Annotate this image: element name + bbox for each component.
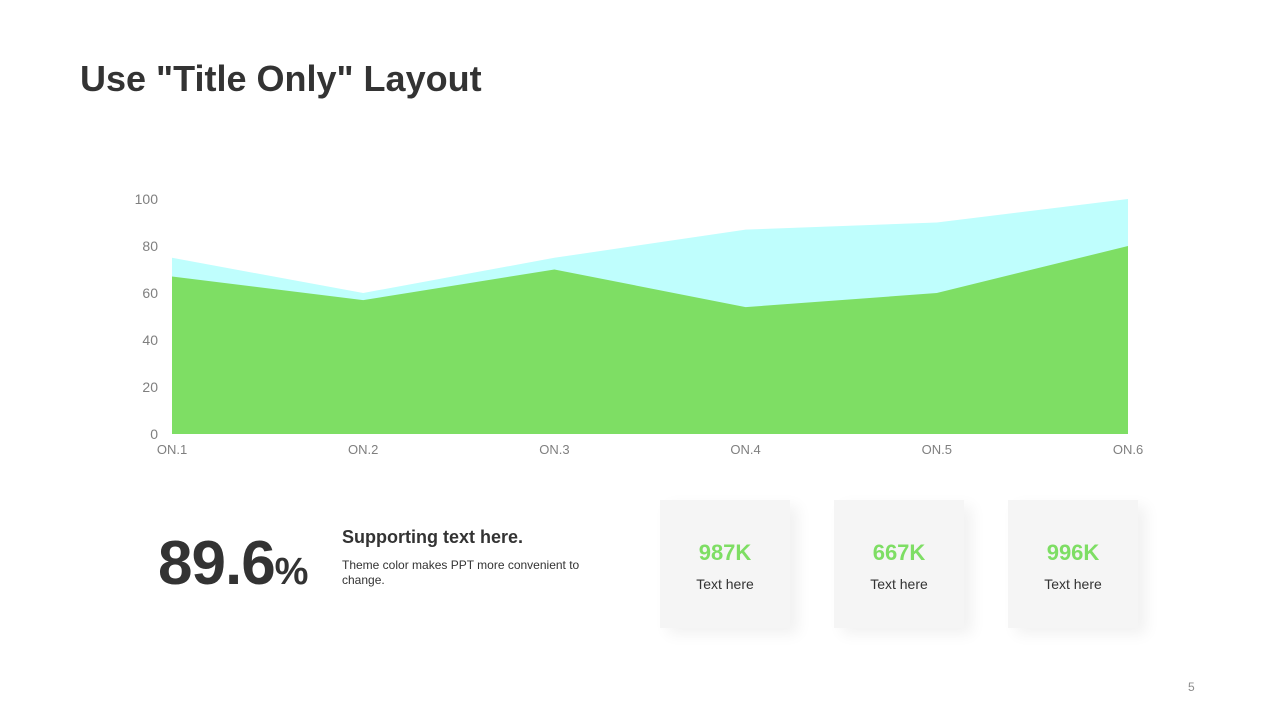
x-tick-label: ON.2 bbox=[348, 442, 378, 457]
y-tick-label: 20 bbox=[142, 379, 158, 395]
big-stat-unit: % bbox=[274, 551, 309, 593]
area-series-2 bbox=[172, 246, 1128, 434]
x-tick-label: ON.1 bbox=[157, 442, 187, 457]
metric-card-label: Text here bbox=[696, 576, 754, 592]
supporting-body: Theme color makes PPT more convenient to… bbox=[342, 558, 580, 587]
x-tick-label: ON.5 bbox=[922, 442, 952, 457]
page-number: 5 bbox=[1188, 680, 1195, 694]
big-stat-value: 89.6 bbox=[158, 529, 276, 598]
x-tick-label: ON.4 bbox=[730, 442, 760, 457]
y-tick-label: 0 bbox=[150, 426, 158, 442]
metric-card-2: 667K Text here bbox=[834, 500, 964, 628]
y-tick-label: 100 bbox=[135, 191, 159, 207]
y-tick-label: 60 bbox=[142, 285, 158, 301]
metric-card-1: 987K Text here bbox=[660, 500, 790, 628]
y-tick-label: 80 bbox=[142, 238, 158, 254]
supporting-heading: Supporting text here. bbox=[342, 527, 524, 547]
slide-title: Use "Title Only" Layout bbox=[80, 58, 482, 99]
metric-card-value: 996K bbox=[1046, 540, 1100, 565]
metric-card-value: 987K bbox=[698, 540, 752, 565]
metric-card-label: Text here bbox=[1044, 576, 1102, 592]
metric-card-3: 996K Text here bbox=[1008, 500, 1138, 628]
area-chart: 0 20 40 60 80 100 ON.1 ON.2 ON.3 ON.4 ON.5 ON.6 bbox=[135, 191, 1144, 457]
big-stat: 89.6% bbox=[158, 528, 308, 599]
x-tick-label: ON.3 bbox=[539, 442, 569, 457]
metric-card-value: 667K bbox=[872, 540, 926, 565]
y-tick-label: 40 bbox=[142, 332, 158, 348]
x-tick-label: ON.6 bbox=[1113, 442, 1143, 457]
metric-card-label: Text here bbox=[870, 576, 928, 592]
